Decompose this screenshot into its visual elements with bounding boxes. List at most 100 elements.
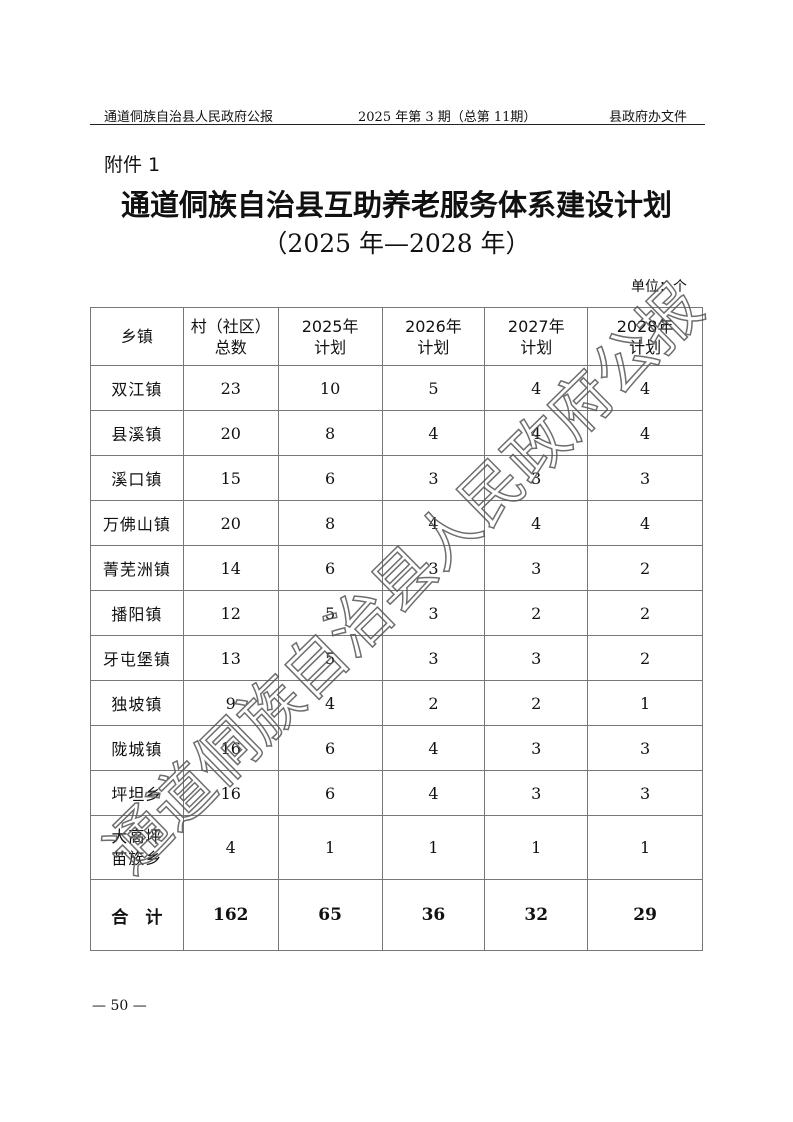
document-title: 通道侗族自治县互助养老服务体系建设计划: [120, 188, 672, 222]
value-cell: 3: [484, 770, 589, 816]
total-cell: 65: [277, 879, 383, 951]
header-publication: 通道侗族自治县人民政府公报: [104, 110, 274, 125]
page-number: — 50 —: [92, 998, 147, 1014]
township-cell: 万佛山镇: [90, 500, 184, 546]
value-cell: 9: [182, 680, 279, 726]
township-cell: 坪坦乡: [90, 770, 184, 816]
value-cell: 3: [381, 545, 486, 591]
table-row: 双江镇 23 10 5 4 4: [90, 365, 703, 411]
total-cell: 32: [484, 879, 589, 951]
value-cell: 5: [381, 365, 486, 411]
value-cell: 13: [182, 635, 279, 681]
value-cell: 2: [587, 545, 703, 591]
value-cell: 3: [484, 545, 589, 591]
value-cell: 3: [381, 635, 486, 681]
value-cell: 3: [484, 635, 589, 681]
township-cell: 陇城镇: [90, 725, 184, 771]
total-label: 合 计: [90, 879, 184, 951]
table-row: 陇城镇 16 6 4 3 3: [90, 725, 703, 771]
value-cell: 2: [484, 590, 589, 636]
value-cell: 1: [587, 680, 703, 726]
township-cell: 大高坪 苗族乡: [90, 815, 184, 880]
value-cell: 4: [381, 500, 486, 546]
value-cell: 3: [587, 725, 703, 771]
township-cell: 县溪镇: [90, 410, 184, 456]
unit-label: 单位：个: [631, 279, 687, 295]
value-cell: 3: [381, 590, 486, 636]
value-cell: 3: [587, 770, 703, 816]
value-cell: 3: [484, 725, 589, 771]
value-cell: 5: [277, 590, 383, 636]
total-cell: 29: [587, 879, 703, 951]
value-cell: 4: [381, 410, 486, 456]
value-cell: 10: [277, 365, 383, 411]
value-cell: 4: [182, 815, 279, 880]
column-header: 2025年 计划: [277, 307, 383, 366]
attachment-label: 附件 1: [104, 154, 161, 176]
plan-table: 乡镇 村（社区） 总数 2025年 计划 2026年 计划 2027年 计划 2028年 …: [90, 307, 703, 951]
header-rule: [90, 124, 705, 125]
header-issue: 2025 年第 3 期（总第 11期）: [358, 110, 537, 125]
value-cell: 3: [587, 455, 703, 501]
value-cell: 1: [484, 815, 589, 880]
township-cell: 牙屯堡镇: [90, 635, 184, 681]
table-header-row: 乡镇 村（社区） 总数 2025年 计划 2026年 计划 2027年 计划 2028年 …: [90, 307, 703, 366]
value-cell: 2: [484, 680, 589, 726]
value-cell: 4: [587, 410, 703, 456]
value-cell: 14: [182, 545, 279, 591]
value-cell: 4: [277, 680, 383, 726]
value-cell: 4: [587, 365, 703, 411]
value-cell: 20: [182, 500, 279, 546]
value-cell: 6: [277, 725, 383, 771]
value-cell: 12: [182, 590, 279, 636]
value-cell: 4: [381, 725, 486, 771]
value-cell: 6: [277, 545, 383, 591]
value-cell: 1: [277, 815, 383, 880]
table-row: 溪口镇 15 6 3 3 3: [90, 455, 703, 501]
value-cell: 23: [182, 365, 279, 411]
total-cell: 36: [381, 879, 486, 951]
value-cell: 16: [182, 770, 279, 816]
value-cell: 2: [587, 590, 703, 636]
value-cell: 4: [484, 410, 589, 456]
value-cell: 8: [277, 500, 383, 546]
township-cell: 独坡镇: [90, 680, 184, 726]
table-row: 独坡镇 9 4 2 2 1: [90, 680, 703, 726]
table-row: 大高坪 苗族乡 4 1 1 1 1: [90, 815, 703, 880]
value-cell: 1: [381, 815, 486, 880]
table-row: 菁芜洲镇 14 6 3 3 2: [90, 545, 703, 591]
value-cell: 20: [182, 410, 279, 456]
value-cell: 2: [381, 680, 486, 726]
value-cell: 6: [277, 770, 383, 816]
value-cell: 2: [587, 635, 703, 681]
township-cell: 双江镇: [90, 365, 184, 411]
value-cell: 8: [277, 410, 383, 456]
document-subtitle: （2025 年—2028 年）: [262, 229, 531, 258]
column-header: 2026年 计划: [381, 307, 486, 366]
value-cell: 4: [587, 500, 703, 546]
table-row: 坪坦乡 16 6 4 3 3: [90, 770, 703, 816]
total-row: 合 计 162 65 36 32 29: [90, 879, 703, 951]
table-row: 牙屯堡镇 13 5 3 3 2: [90, 635, 703, 681]
value-cell: 6: [277, 455, 383, 501]
value-cell: 16: [182, 725, 279, 771]
table-row: 播阳镇 12 5 3 2 2: [90, 590, 703, 636]
township-cell: 菁芜洲镇: [90, 545, 184, 591]
value-cell: 15: [182, 455, 279, 501]
township-cell: 溪口镇: [90, 455, 184, 501]
value-cell: 5: [277, 635, 383, 681]
value-cell: 4: [381, 770, 486, 816]
table-row: 万佛山镇 20 8 4 4 4: [90, 500, 703, 546]
column-header: 2027年 计划: [484, 307, 589, 366]
value-cell: 3: [484, 455, 589, 501]
column-header: 2028年 计划: [587, 307, 703, 366]
township-cell: 播阳镇: [90, 590, 184, 636]
value-cell: 4: [484, 365, 589, 411]
header-section: 县政府办文件: [608, 110, 687, 125]
table-row: 县溪镇 20 8 4 4 4: [90, 410, 703, 456]
value-cell: 4: [484, 500, 589, 546]
column-header: 村（社区） 总数: [182, 307, 279, 366]
column-header: 乡镇: [90, 307, 184, 366]
total-cell: 162: [182, 879, 279, 951]
